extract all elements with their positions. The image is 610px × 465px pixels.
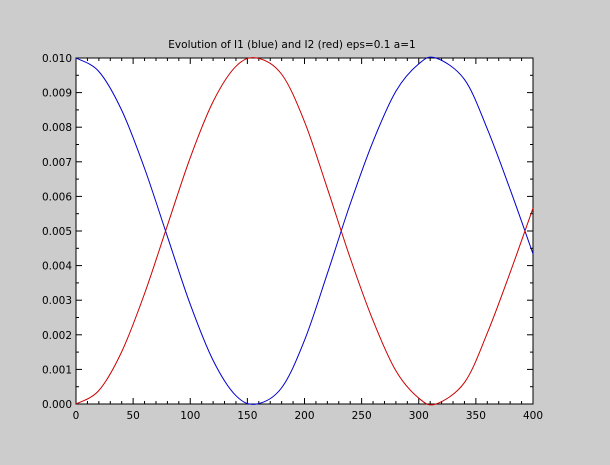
y-tick-label: 0.001 — [42, 364, 72, 376]
series-line-1 — [75, 56, 534, 405]
y-tick-label: 0.009 — [42, 88, 72, 100]
y-tick-label: 0.003 — [42, 295, 72, 307]
y-tick-label: 0.006 — [42, 191, 72, 203]
x-tick-label: 250 — [352, 410, 372, 422]
x-tick-label: 150 — [237, 410, 257, 422]
x-axis: 0 50 100 150 200 250 300 350 400 — [73, 58, 543, 422]
y-tick-label: 0.005 — [42, 226, 72, 238]
y-tick-label: 0.004 — [42, 261, 72, 273]
series-layer — [75, 56, 534, 406]
x-tick-label: 350 — [466, 410, 486, 422]
y-tick-label: 0.000 — [42, 399, 72, 411]
x-tick-label: 400 — [523, 410, 543, 422]
y-tick-label: 0.007 — [42, 157, 72, 169]
y-axis: 0.000 0.001 0.002 0.003 0.004 0.005 0.006 0.007… — [42, 53, 533, 411]
y-tick-label: 0.010 — [42, 53, 72, 65]
chart-title: Evolution of I1 (blue) and I2 (red) eps=… — [168, 39, 415, 51]
y-tick-label: 0.002 — [42, 330, 72, 342]
x-tick-label: 50 — [126, 410, 139, 422]
x-tick-label: 100 — [180, 410, 200, 422]
x-tick-label: 200 — [294, 410, 314, 422]
series-line-2 — [75, 57, 534, 406]
x-tick-label: 0 — [73, 410, 80, 422]
plot-area — [75, 57, 534, 405]
x-tick-label: 300 — [409, 410, 429, 422]
y-tick-label: 0.008 — [42, 122, 72, 134]
